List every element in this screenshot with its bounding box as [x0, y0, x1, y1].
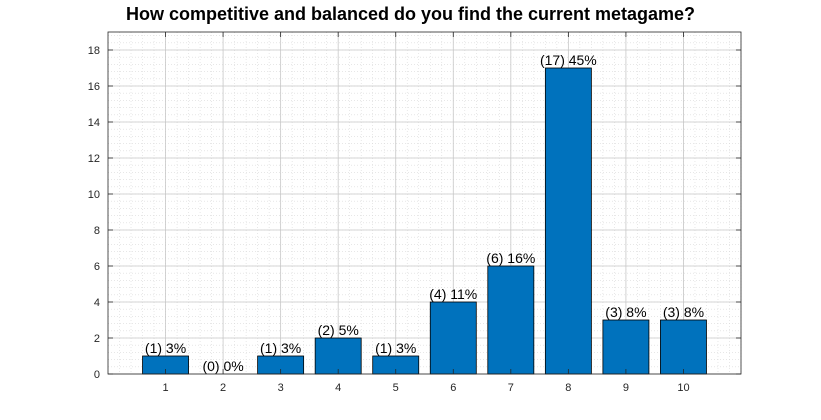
data-label-4: (2) 5% — [318, 322, 359, 338]
y-tick-label: 12 — [88, 153, 100, 165]
x-tick-label: 10 — [677, 382, 689, 394]
x-tick-label: 6 — [450, 382, 456, 394]
x-tick-label: 4 — [335, 382, 341, 394]
bar-4 — [314, 337, 362, 375]
bar-8 — [544, 67, 592, 375]
y-tick-label: 2 — [94, 333, 100, 345]
x-tick-label: 8 — [565, 382, 571, 394]
data-label-3: (1) 3% — [260, 340, 301, 356]
plot-frame — [107, 31, 742, 375]
x-tick-label: 2 — [220, 382, 226, 394]
data-label-10: (3) 8% — [663, 304, 704, 320]
bar-7 — [487, 265, 535, 375]
y-tick-label: 10 — [88, 189, 100, 201]
x-tick-label: 5 — [393, 382, 399, 394]
x-tick-label: 9 — [623, 382, 629, 394]
bar-9 — [602, 319, 650, 375]
x-tick-label: 3 — [278, 382, 284, 394]
y-tick-label: 18 — [88, 45, 100, 57]
x-tick-label: 1 — [162, 382, 168, 394]
data-label-2: (0) 0% — [202, 358, 243, 374]
data-labels-group: (1) 3% (0) 0% (1) 3% (2) 5% (1) 3% (4) 11% (6)… — [145, 52, 704, 374]
bar-10 — [660, 319, 707, 375]
y-tick-label: 8 — [94, 225, 100, 237]
y-tick-label: 14 — [88, 117, 100, 129]
y-tick-label: 0 — [94, 369, 100, 381]
data-label-9: (3) 8% — [605, 304, 646, 320]
plot-area — [108, 32, 741, 374]
data-label-5: (1) 3% — [375, 340, 416, 356]
x-tick-label: 7 — [508, 382, 514, 394]
data-label-6: (4) 11% — [429, 286, 477, 302]
y-tick-label: 4 — [94, 297, 100, 309]
bar-6 — [429, 301, 477, 375]
y-tick-label: 16 — [88, 81, 100, 93]
major-grid — [108, 32, 741, 375]
data-label-7: (6) 16% — [486, 250, 535, 266]
data-label-1: (1) 3% — [145, 340, 186, 356]
data-label-8: (17) 45% — [540, 52, 597, 68]
chart-title: How competitive and balanced do you find… — [125, 4, 696, 24]
y-tick-label: 6 — [94, 261, 100, 273]
bars-group — [142, 67, 707, 375]
